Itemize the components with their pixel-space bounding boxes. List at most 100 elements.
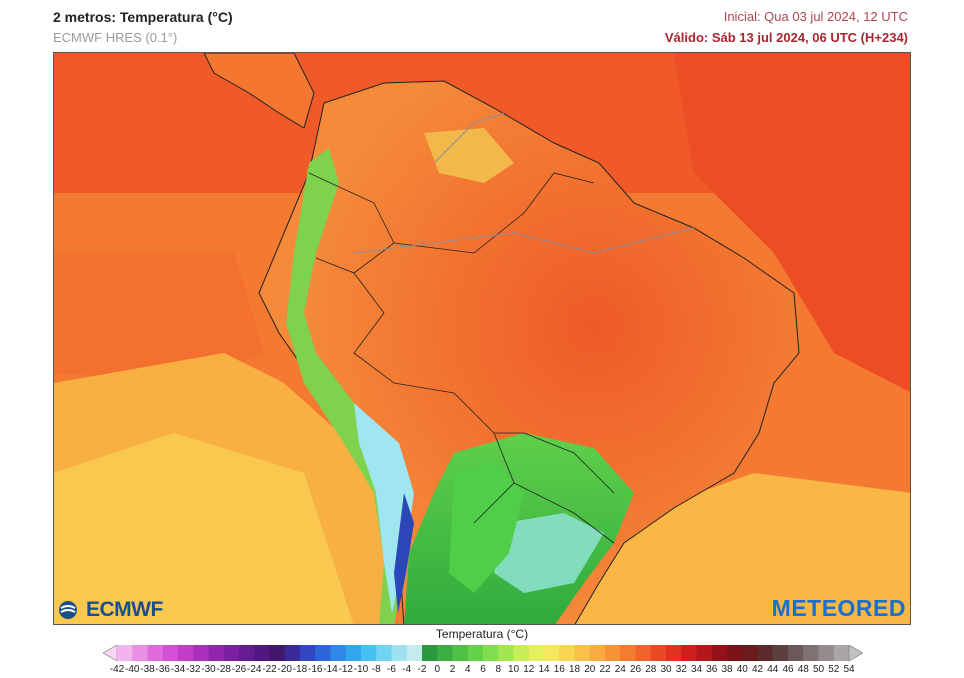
legend-color-swatch (757, 645, 774, 661)
legend-tick-label: 6 (480, 664, 486, 675)
legend-color-swatch (483, 645, 499, 661)
legend-tick-label: -6 (387, 664, 396, 675)
legend-tick-label: 28 (645, 664, 657, 675)
legend-color-swatch (117, 645, 133, 661)
map-title: 2 metros: Temperatura (°C) (53, 9, 233, 25)
uruguay-cool-region (494, 513, 604, 593)
legend-arrow-high (848, 645, 863, 661)
valid-time: Válido: Sáb 13 jul 2024, 06 UTC (H+234) (664, 30, 908, 45)
legend-tick-label: 20 (584, 664, 596, 675)
legend-tick-label: 52 (828, 664, 840, 675)
legend-color-swatch (772, 645, 789, 661)
legend-color-swatch (696, 645, 713, 661)
ecmwf-logo: ECMWF (58, 598, 163, 622)
legend-tick-label: 42 (751, 664, 764, 675)
legend-color-swatch (376, 645, 392, 661)
legend-tick-label: -26 (231, 664, 247, 675)
legend-color-swatch (727, 645, 743, 661)
guiana-highlands (424, 128, 514, 183)
legend-color-swatch (452, 645, 469, 661)
legend-tick-label: -30 (201, 664, 216, 675)
legend-color-swatch (300, 645, 316, 661)
ecmwf-logo-icon (59, 601, 77, 619)
pacific-cooler (54, 433, 354, 624)
legend-tick-label: 46 (782, 664, 794, 675)
legend-color-swatch (559, 645, 575, 661)
legend-tick-label: -34 (170, 664, 186, 675)
legend-color-swatch (147, 645, 164, 661)
legend-tick-label: 24 (614, 664, 626, 675)
legend-color-swatch (178, 645, 194, 661)
legend-tick-label: 32 (675, 664, 687, 675)
legend-color-swatch (589, 645, 606, 661)
atlantic-warm (674, 53, 910, 392)
legend-tick-label: 14 (538, 664, 550, 675)
legend-color-swatch (818, 645, 835, 661)
legend-color-swatch (528, 645, 545, 661)
legend-color-swatch (315, 645, 331, 661)
legend-title: Temperatura (°C) (435, 627, 529, 641)
legend-color-swatch (666, 645, 682, 661)
legend-color-swatch (711, 645, 728, 661)
pacific-band (54, 253, 264, 383)
legend-color-swatch (788, 645, 804, 661)
andes-cold-core (394, 493, 414, 613)
legend-color-swatch (406, 645, 423, 661)
legend-tick-label: 2 (449, 664, 456, 675)
legend-tick-label: 36 (706, 664, 718, 675)
legend-color-swatch (193, 645, 209, 661)
legend-tick-label: 18 (568, 664, 581, 675)
legend-tick-label: -18 (292, 664, 308, 675)
legend-tick-label: 10 (507, 664, 520, 675)
legend-tick-label: 4 (464, 664, 471, 675)
header-right: Inicial: Qua 03 jul 2024, 12 UTC Válido:… (665, 8, 908, 47)
legend-arrow-low (103, 645, 118, 661)
color-scale-ticks: -42 -40 -38 -36 -34 -32 -30 -28 -26 -24 -22 -20 -18-… (0, 664, 964, 678)
legend-color-swatch (467, 645, 484, 661)
central-america (203, 53, 315, 129)
legend-tick-label: -24 (247, 664, 262, 675)
legend-tick-label: 38 (721, 664, 733, 675)
legend-color-swatch (162, 645, 179, 661)
legend-color-swatch (620, 645, 636, 661)
legend-tick-label: 44 (767, 664, 779, 675)
legend-color-swatch (605, 645, 621, 661)
legend-color-swatch (574, 645, 591, 661)
legend-color-swatch (742, 645, 758, 661)
legend-tick-label: -8 (371, 664, 381, 675)
legend-color-swatch (361, 645, 377, 661)
legend-color-swatch (650, 645, 667, 661)
legend-color-swatch (254, 645, 270, 661)
legend-color-swatch (681, 645, 697, 661)
legend-tick-label: 34 (690, 664, 703, 675)
legend-color-swatch (513, 645, 530, 661)
legend-tick-label: -14 (323, 664, 338, 675)
legend-tick-label: -38 (140, 664, 155, 675)
legend-tick-label: -2 (417, 664, 427, 675)
legend-tick-label: -36 (155, 664, 170, 675)
legend-tick-label: 8 (495, 664, 502, 675)
legend-tick-label: 30 (660, 664, 672, 675)
legend-tick-label: 26 (629, 664, 642, 675)
temperature-map[interactable]: ECMWF METEORED (53, 52, 911, 625)
legend-color-swatch (544, 645, 560, 661)
legend-tick-label: -10 (353, 664, 369, 675)
legend-color-swatch (422, 645, 438, 661)
legend-tick-label: 50 (812, 664, 825, 675)
legend-color-swatch (437, 645, 453, 661)
legend-color-swatch (391, 645, 408, 661)
legend-tick-label: 40 (736, 664, 748, 675)
country-borders (308, 172, 615, 544)
legend-color-swatch (330, 645, 347, 661)
rivers (353, 112, 695, 254)
header-left: 2 metros: Temperatura (°C) ECMWF HRES (0… (53, 8, 233, 47)
legend-tick-label: -22 (262, 664, 277, 675)
ecmwf-logo-text: ECMWF (86, 598, 163, 621)
color-scale-bar (103, 645, 863, 661)
legend-tick-label: 0 (434, 664, 441, 675)
chaco-region (449, 463, 524, 593)
legend-color-swatch (269, 645, 286, 661)
legend-color-swatch (498, 645, 514, 661)
initial-time: Inicial: Qua 03 jul 2024, 12 UTC (723, 9, 908, 24)
legend-tick-label: -12 (338, 664, 353, 675)
